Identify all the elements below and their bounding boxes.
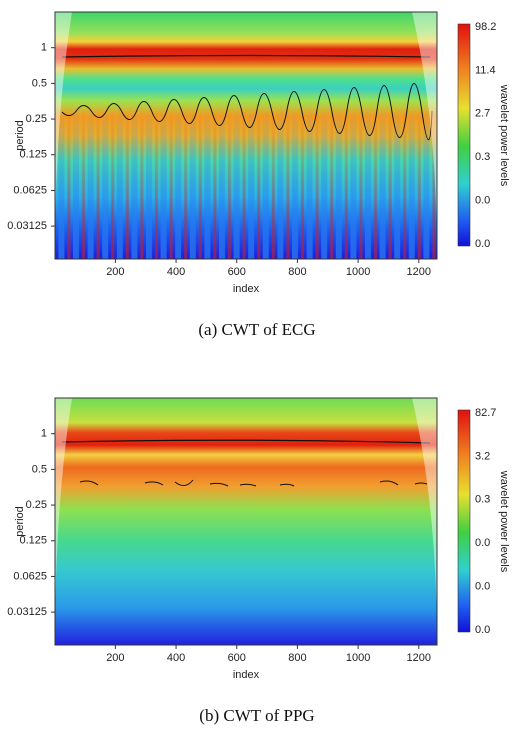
x-axis-label: index <box>233 669 260 681</box>
cone-of-influence <box>412 398 437 645</box>
colorbar <box>457 409 471 633</box>
cone-of-influence <box>412 12 437 259</box>
x-tick-label: 1200 <box>407 652 431 664</box>
ridge-line <box>61 54 431 58</box>
x-tick-label: 800 <box>288 652 306 664</box>
x-tick-label: 1000 <box>346 266 370 278</box>
caption: (a) CWT of ECG <box>198 320 315 339</box>
y-tick-label: 0.5 <box>32 77 47 89</box>
y-tick-label: 0.125 <box>19 149 47 161</box>
panel-a: 200 400 600 800 1000 1200 1 0.5 0.25 0.125 0.0625 0… <box>7 11 510 339</box>
cone-of-influence <box>55 398 72 645</box>
colorbar-tick-label: 98.2 <box>475 21 496 33</box>
x-tick-label: 600 <box>228 652 246 664</box>
colorbar-label: wavelet power levels <box>498 84 510 187</box>
y-axis-label: period <box>14 120 26 151</box>
x-tick-label: 1200 <box>407 266 431 278</box>
colorbar-tick-label: 0.0 <box>475 537 490 549</box>
x-tick-label: 400 <box>167 266 185 278</box>
y-tick-label: 1 <box>41 428 47 440</box>
plot-frame <box>54 397 438 646</box>
x-tick-label: 400 <box>167 652 185 664</box>
x-axis-label: index <box>233 283 260 295</box>
colorbar-tick-label: 0.0 <box>475 195 490 207</box>
ridge-line <box>79 479 428 487</box>
y-axis-label: period <box>14 506 26 537</box>
y-tick-label: 0.0625 <box>13 184 47 196</box>
ridge-line <box>61 439 431 444</box>
colorbar-tick-label: 3.2 <box>475 450 490 462</box>
plot-frame <box>54 11 438 260</box>
ridge-line <box>61 83 433 140</box>
x-tick-label: 200 <box>106 652 124 664</box>
heatmap-texture <box>55 110 437 259</box>
colorbar-tick-label: 0.3 <box>475 494 490 506</box>
cone-of-influence <box>55 12 72 259</box>
colorbar-tick-label: 0.0 <box>475 238 490 250</box>
colorbar-tick-label: 0.0 <box>475 581 490 593</box>
y-tick-label: 0.0625 <box>13 570 47 582</box>
x-tick-label: 1000 <box>346 652 370 664</box>
y-tick-label: 0.25 <box>26 499 47 511</box>
y-tick-label: 0.03125 <box>7 220 47 232</box>
heatmap-texture <box>55 480 437 645</box>
x-tick-label: 600 <box>228 266 246 278</box>
caption: (b) CWT of PPG <box>199 706 314 725</box>
y-tick-label: 0.5 <box>32 463 47 475</box>
x-tick-label: 200 <box>106 266 124 278</box>
colorbar-tick-label: 2.7 <box>475 108 490 120</box>
y-tick-label: 0.125 <box>19 535 47 547</box>
y-tick-label: 0.03125 <box>7 606 47 618</box>
colorbar-tick-label: 82.7 <box>475 407 496 419</box>
colorbar-tick-label: 11.4 <box>475 64 496 76</box>
panel-b: 200 400 600 800 1000 1200 1 0.5 0.25 0.125 0.0625 0… <box>7 397 510 725</box>
x-tick-label: 800 <box>288 266 306 278</box>
colorbar <box>457 23 471 247</box>
colorbar-tick-label: 0.0 <box>475 624 490 636</box>
y-tick-label: 0.25 <box>26 113 47 125</box>
colorbar-tick-label: 0.3 <box>475 151 490 163</box>
colorbar-label: wavelet power levels <box>498 470 510 573</box>
y-tick-label: 1 <box>41 42 47 54</box>
